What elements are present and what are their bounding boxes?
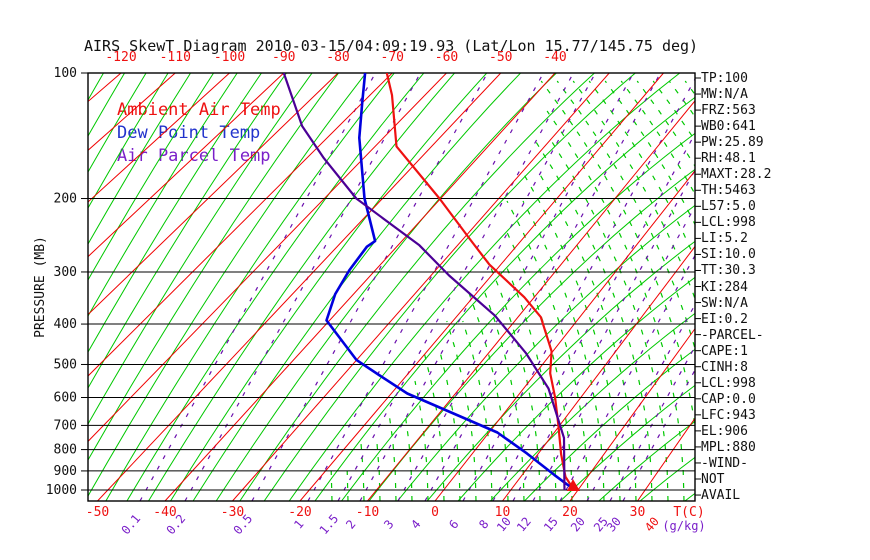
temp-top-tick-label: -90 <box>272 50 295 65</box>
stat-line: LCL:998 <box>701 215 756 231</box>
stat-line: MAXT:28.2 <box>701 167 772 183</box>
stat-line: FRZ:563 <box>701 103 756 119</box>
mixing-ratio-tick-label: 1.5 <box>317 512 342 538</box>
mixing-ratio-tick-label: 6 <box>446 517 461 532</box>
temp-top-tick-label: -120 <box>105 50 136 65</box>
mixing-ratio-unit-label: (g/kg) <box>662 519 705 533</box>
stat-line: SW:N/A <box>701 295 748 311</box>
stat-line: MPL:880 <box>701 439 756 455</box>
stat-line: CAPE:1 <box>701 343 748 359</box>
temp-bottom-tick-label: 0 <box>431 505 439 520</box>
dry-adiabat-lines <box>88 73 695 501</box>
stat-line: LI:5.2 <box>701 231 748 247</box>
mixing-ratio-tick-label: 15 <box>541 514 561 534</box>
mixing-ratio-tick-label: 4 <box>408 517 423 532</box>
temp-top-tick-label: -40 <box>543 50 566 65</box>
mixing-ratio-tick-label: 30 <box>604 514 624 534</box>
axis-ticks <box>81 72 701 496</box>
stat-line: EL:906 <box>701 423 748 439</box>
pressure-tick-label: 1000 <box>46 483 77 498</box>
stat-line: TH:5463 <box>701 183 756 199</box>
dew-point-curve <box>325 73 576 492</box>
mixing-ratio-tick-label: 8 <box>476 517 491 532</box>
ambient-temp-curve <box>385 73 575 491</box>
stat-line: WB0:641 <box>701 119 756 135</box>
pressure-axis-title: PRESSURE (MB) <box>33 236 48 338</box>
sounding-curves <box>282 73 576 492</box>
stat-line: NOT <box>701 472 725 487</box>
temp-bottom-tick-label: 20 <box>562 505 578 520</box>
pressure-tick-label: 800 <box>54 443 77 458</box>
temp-bottom-tick-label: 10 <box>495 505 511 520</box>
stat-line: TP:100 <box>701 71 748 86</box>
stat-line: SI:10.0 <box>701 247 756 263</box>
isotherm-lines <box>88 73 695 501</box>
stat-line: PW:25.89 <box>701 135 764 151</box>
stat-line: -WIND- <box>701 455 748 471</box>
temp-top-tick-label: -110 <box>160 50 191 65</box>
temp-bottom-tick-label: -10 <box>356 505 379 520</box>
temp-unit-label: T(C) <box>673 505 704 520</box>
pressure-tick-label: 500 <box>54 357 77 372</box>
pressure-tick-label: 600 <box>54 390 77 405</box>
stat-line: LFC:943 <box>701 407 756 423</box>
stat-line: -PARCEL- <box>701 327 764 343</box>
parcel-temp-curve <box>282 73 566 491</box>
legend-dew-point-temp: Dew Point Temp <box>117 123 261 143</box>
pressure-tick-label: 400 <box>54 317 77 332</box>
page-title: AIRS SkewT Diagram 2010-03-15/04:09:19.9… <box>84 37 699 55</box>
pressure-tick-label: 700 <box>54 418 77 433</box>
mixing-ratio-tick-label: 3 <box>381 517 396 532</box>
stat-line: EI:0.2 <box>701 311 748 327</box>
pressure-tick-label: 300 <box>54 265 77 280</box>
mixing-ratio-tick-label: 0.1 <box>119 512 144 538</box>
stat-line: TT:30.3 <box>701 263 756 279</box>
stat-line: KI:284 <box>701 279 748 295</box>
stat-line: CAP:0.0 <box>701 391 756 407</box>
temp-bottom-tick-label: 30 <box>630 505 646 520</box>
pressure-tick-label: 100 <box>54 66 77 81</box>
temp-bottom-tick-label: -40 <box>153 505 176 520</box>
temp-top-tick-label: -80 <box>326 50 349 65</box>
stat-line: LCL:998 <box>701 375 756 391</box>
temp-top-tick-label: -100 <box>214 50 245 65</box>
surface-marker <box>566 479 580 491</box>
pressure-gridlines <box>88 73 695 491</box>
stat-line: CINH:8 <box>701 359 748 375</box>
pressure-tick-label: 200 <box>54 192 77 207</box>
temp-top-tick-label: -70 <box>381 50 404 65</box>
stat-line: AVAIL <box>701 488 741 504</box>
temp-bottom-tick-label: -50 <box>86 505 109 520</box>
stat-line: MW:N/A <box>701 87 748 103</box>
legend-air-parcel-temp: Air Parcel Temp <box>117 146 271 166</box>
stat-line: RH:48.1 <box>701 151 756 167</box>
stat-line: L57:5.0 <box>701 199 756 215</box>
temp-bottom-tick-label: -20 <box>288 505 311 520</box>
temp-bottom-tick-label: -30 <box>221 505 244 520</box>
temp-top-tick-label: -60 <box>435 50 458 65</box>
mixing-ratio-tick-label: 12 <box>514 514 534 534</box>
pressure-tick-label: 900 <box>54 464 77 479</box>
temp-top-tick-label: -50 <box>489 50 512 65</box>
